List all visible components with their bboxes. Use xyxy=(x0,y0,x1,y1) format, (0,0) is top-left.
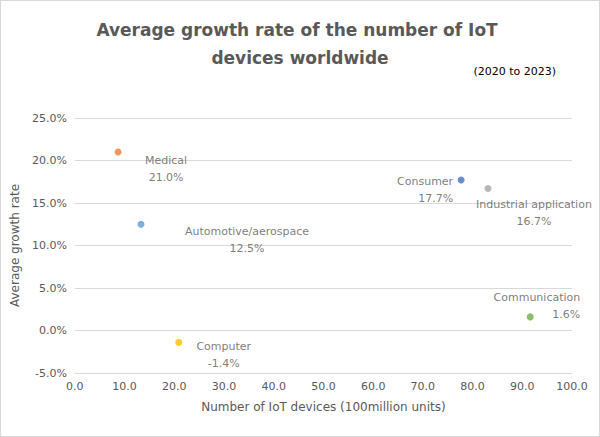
svg-text:Number of IoT devices (100mill: Number of IoT devices (100million units) xyxy=(201,400,445,414)
svg-text:90.0: 90.0 xyxy=(510,380,535,393)
svg-text:Communication: Communication xyxy=(494,291,581,304)
svg-text:Average growth rate: Average growth rate xyxy=(8,184,22,307)
svg-text:(2020 to 2023): (2020 to 2023) xyxy=(473,65,556,78)
svg-text:40.0: 40.0 xyxy=(261,380,286,393)
svg-text:-1.4%: -1.4% xyxy=(208,357,240,370)
svg-text:17.7%: 17.7% xyxy=(418,192,453,205)
svg-text:15.0%: 15.0% xyxy=(32,197,67,210)
svg-text:Automotive/aerospace: Automotive/aerospace xyxy=(185,225,309,238)
svg-text:Average growth rate of the num: Average growth rate of the number of IoT xyxy=(96,20,503,40)
svg-text:100.0: 100.0 xyxy=(556,380,588,393)
svg-text:Computer: Computer xyxy=(196,340,251,353)
svg-text:1.6%: 1.6% xyxy=(552,308,580,321)
svg-text:16.7%: 16.7% xyxy=(517,215,552,228)
svg-text:21.0%: 21.0% xyxy=(149,171,184,184)
svg-text:Industrial application: Industrial application xyxy=(476,198,592,211)
svg-text:5.0%: 5.0% xyxy=(39,282,67,295)
svg-text:60.0: 60.0 xyxy=(361,380,386,393)
svg-text:devices worldwide: devices worldwide xyxy=(211,48,388,68)
svg-text:0.0: 0.0 xyxy=(66,380,84,393)
svg-text:70.0: 70.0 xyxy=(411,380,436,393)
svg-text:0.0%: 0.0% xyxy=(39,324,67,337)
svg-text:Consumer: Consumer xyxy=(397,175,454,188)
svg-text:10.0: 10.0 xyxy=(112,380,137,393)
svg-text:80.0: 80.0 xyxy=(460,380,485,393)
svg-text:10.0%: 10.0% xyxy=(32,239,67,252)
svg-text:20.0%: 20.0% xyxy=(32,154,67,167)
svg-text:25.0%: 25.0% xyxy=(32,112,67,125)
svg-text:-5.0%: -5.0% xyxy=(35,367,67,380)
svg-text:50.0: 50.0 xyxy=(311,380,336,393)
svg-text:12.5%: 12.5% xyxy=(229,242,264,255)
svg-text:30.0: 30.0 xyxy=(212,380,237,393)
svg-text:20.0: 20.0 xyxy=(162,380,187,393)
svg-text:Medical: Medical xyxy=(145,154,187,167)
